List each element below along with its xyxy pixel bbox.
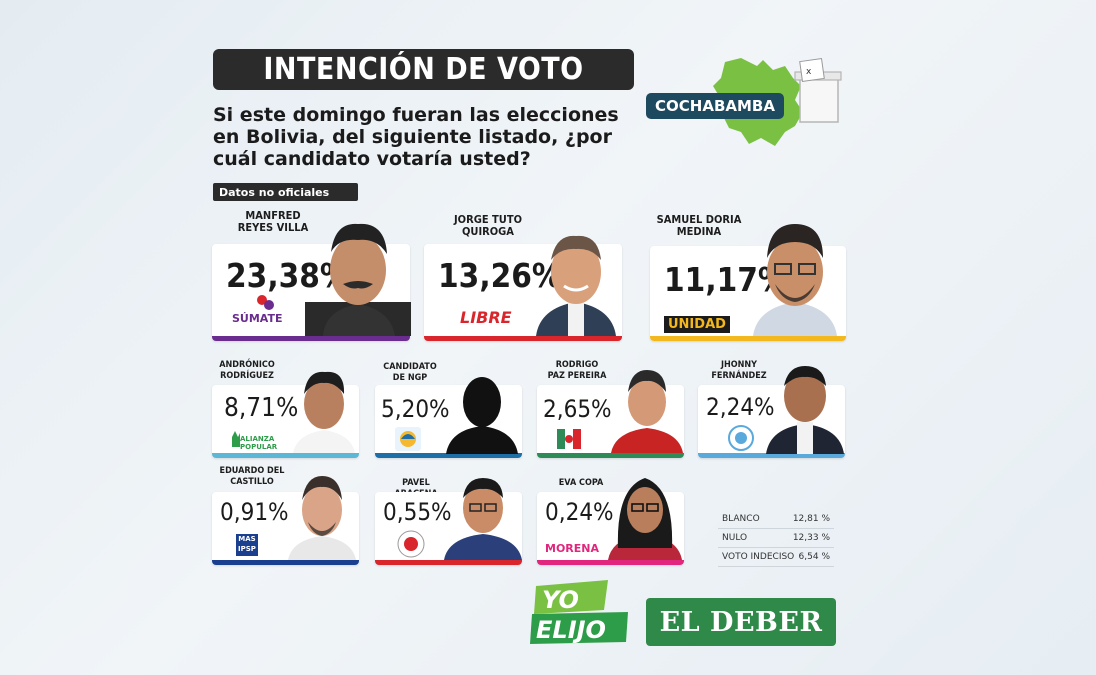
page-title: INTENCIÓN DE VOTO — [213, 49, 634, 90]
candidate-name: EDUARDO DEL CASTILLO — [219, 466, 285, 487]
party-logo: SÚMATE — [232, 312, 283, 325]
summary-label: BLANCO — [722, 514, 760, 524]
summary-row: VOTO INDECISO 6,54 % — [718, 548, 834, 567]
candidate-percent: 5,20% — [381, 395, 450, 423]
party-color-bar — [537, 560, 684, 565]
summary-label: VOTO INDECISO — [722, 552, 795, 562]
candidate-percent: 2,24% — [706, 393, 775, 421]
summary-value: 12,81 % — [792, 514, 830, 524]
party-color-bar — [650, 336, 846, 341]
party-color-bar — [698, 453, 845, 458]
yo-text: YO — [542, 586, 579, 614]
candidate-percent: 11,17% — [664, 260, 788, 299]
candidate-percent: 0,91% — [220, 498, 289, 526]
candidate-percent: 13,26% — [438, 256, 562, 295]
party-logo: UNIDAD — [664, 316, 730, 333]
party-color-bar — [212, 336, 410, 341]
candidate-photo — [288, 476, 356, 560]
svg-text:x: x — [806, 67, 812, 77]
survey-question: Si este domingo fueran las elecciones en… — [213, 104, 619, 170]
adn-logo-icon — [397, 530, 425, 558]
party-color-bar — [424, 336, 622, 341]
summary-value: 12,33 % — [792, 533, 830, 543]
hand-logo-icon — [232, 431, 240, 447]
ngp-logo-icon — [395, 427, 421, 451]
sumate-logo-icon — [257, 295, 274, 310]
candidate-photo — [536, 235, 616, 336]
candidate-percent: 8,71% — [224, 393, 299, 423]
party-color-bar — [537, 453, 684, 458]
candidate-percent: 0,24% — [545, 498, 614, 526]
region-label: COCHABAMBA — [646, 93, 784, 119]
candidate-name: EVA COPA — [558, 478, 604, 488]
candidate-name: JORGE TUTO QUIROGA — [454, 213, 522, 238]
candidate-name: MANFRED REYES VILLA — [237, 209, 309, 234]
summary-row: NULO 12,33 % — [718, 529, 834, 548]
disclaimer-badge: Datos no oficiales — [213, 183, 358, 201]
party-logo: ALIANZA POPULAR — [240, 435, 278, 451]
party-color-bar — [375, 560, 522, 565]
party-logo: MAS IPSP — [236, 534, 258, 556]
candidate-photo — [293, 371, 355, 453]
party-logo: LIBRE — [460, 308, 512, 327]
candidate-photo — [305, 223, 411, 336]
candidate-percent: 0,55% — [383, 498, 452, 526]
candidate-name: ANDRÓNICO RODRÍGUEZ — [219, 360, 275, 381]
pdc-logo-icon — [557, 429, 581, 449]
el-deber-logo: EL DEBER — [646, 598, 836, 646]
candidate-photo — [766, 366, 844, 454]
party-color-bar — [212, 560, 359, 565]
candidate-photo — [611, 370, 683, 453]
candidate-photo — [444, 478, 522, 560]
party-color-bar — [375, 453, 522, 458]
party-color-bar — [212, 453, 359, 458]
elijo-text: ELIJO — [536, 616, 606, 644]
candidate-name: JHONNY FERNÁNDEZ — [711, 360, 767, 381]
candidate-photo — [753, 224, 837, 336]
silhouette-icon — [446, 377, 518, 454]
summary-row: BLANCO 12,81 % — [718, 510, 834, 529]
candidate-name: CANDIDATO DE NGP — [383, 362, 437, 383]
summary-table: BLANCO 12,81 % NULO 12,33 % VOTO INDECIS… — [718, 510, 834, 568]
candidate-name: RODRIGO PAZ PEREIRA — [547, 360, 607, 381]
yo-elijo-logo: YO ELIJO — [530, 580, 628, 644]
candidate-name: SAMUEL DORIA MEDINA — [656, 213, 742, 238]
party-logo: MORENA — [545, 542, 600, 555]
candidate-percent: 2,65% — [543, 395, 612, 423]
candidate-percent: 23,38% — [226, 256, 350, 295]
candidate-photo — [608, 478, 682, 560]
party-seal-icon — [728, 425, 754, 451]
summary-label: NULO — [722, 533, 748, 543]
summary-value: 6,54 % — [798, 552, 830, 562]
